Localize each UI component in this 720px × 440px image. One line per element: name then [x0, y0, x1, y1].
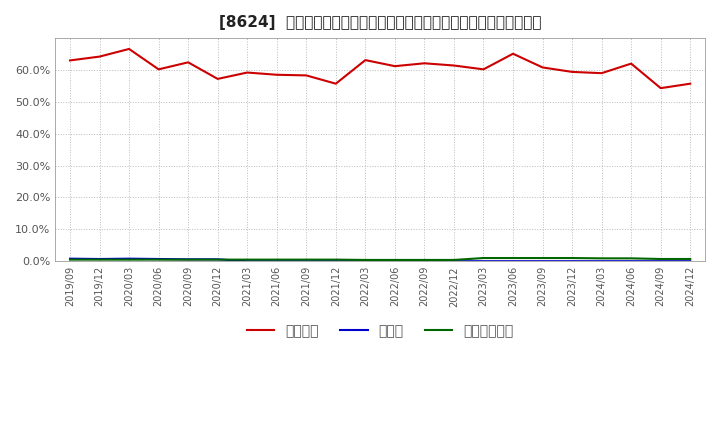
のれん [272, 259, 281, 264]
自己資本 [657, 85, 665, 91]
のれん [686, 259, 695, 264]
のれん [95, 257, 104, 262]
Line: 自己資本: 自己資本 [70, 49, 690, 88]
繰延税金資産 [302, 257, 310, 262]
自己資本 [390, 63, 399, 69]
のれん [480, 259, 488, 264]
繰延税金資産 [686, 257, 695, 262]
繰延税金資産 [449, 257, 458, 263]
Legend: 自己資本, のれん, 繰延税金資産: 自己資本, のれん, 繰延税金資産 [241, 319, 519, 344]
Line: 繰延税金資産: 繰延税金資産 [70, 258, 690, 260]
自己資本 [66, 58, 74, 63]
自己資本 [302, 73, 310, 78]
繰延税金資産 [184, 257, 192, 262]
繰延税金資産 [480, 255, 488, 260]
のれん [154, 257, 163, 262]
自己資本 [272, 72, 281, 77]
自己資本 [686, 81, 695, 86]
のれん [627, 259, 636, 264]
自己資本 [243, 70, 251, 75]
繰延税金資産 [539, 255, 547, 260]
繰延税金資産 [657, 257, 665, 262]
繰延税金資産 [598, 256, 606, 261]
のれん [657, 259, 665, 264]
自己資本 [539, 65, 547, 70]
自己資本 [449, 63, 458, 68]
繰延税金資産 [509, 255, 518, 260]
繰延税金資産 [95, 257, 104, 262]
自己資本 [213, 76, 222, 81]
のれん [598, 259, 606, 264]
のれん [568, 259, 577, 264]
自己資本 [154, 67, 163, 72]
繰延税金資産 [627, 256, 636, 261]
のれん [390, 259, 399, 264]
繰延税金資産 [420, 257, 428, 263]
自己資本 [598, 70, 606, 76]
自己資本 [480, 67, 488, 72]
自己資本 [361, 58, 369, 63]
のれん [420, 259, 428, 264]
自己資本 [125, 46, 133, 51]
繰延税金資産 [154, 257, 163, 262]
のれん [213, 257, 222, 262]
Line: のれん: のれん [70, 259, 690, 261]
繰延税金資産 [361, 257, 369, 263]
のれん [125, 256, 133, 261]
自己資本 [627, 61, 636, 66]
のれん [302, 259, 310, 264]
のれん [66, 256, 74, 261]
自己資本 [568, 69, 577, 74]
自己資本 [95, 54, 104, 59]
のれん [361, 259, 369, 264]
繰延税金資産 [213, 257, 222, 262]
繰延税金資産 [331, 257, 340, 262]
のれん [539, 259, 547, 264]
繰延税金資産 [272, 257, 281, 262]
繰延税金資産 [243, 257, 251, 262]
Title: [8624]  自己資本、のれん、繰延税金資産の総資産に対する比率の推移: [8624] 自己資本、のれん、繰延税金資産の総資産に対する比率の推移 [219, 15, 541, 30]
繰延税金資産 [66, 257, 74, 262]
自己資本 [331, 81, 340, 86]
自己資本 [420, 61, 428, 66]
のれん [243, 259, 251, 264]
自己資本 [509, 51, 518, 56]
のれん [449, 259, 458, 264]
のれん [509, 259, 518, 264]
繰延税金資産 [390, 257, 399, 263]
自己資本 [184, 60, 192, 65]
繰延税金資産 [125, 257, 133, 262]
のれん [184, 257, 192, 262]
のれん [331, 259, 340, 264]
繰延税金資産 [568, 255, 577, 260]
